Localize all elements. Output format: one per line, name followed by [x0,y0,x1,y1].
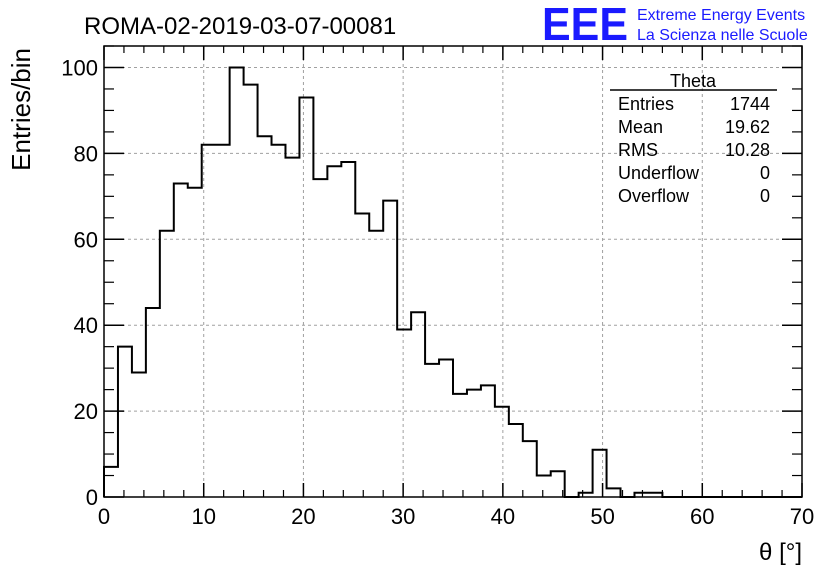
x-tick-label: 60 [690,504,714,529]
axis-ticks [103,45,803,498]
stats-row-label: Overflow [618,186,690,206]
run-label: ROMA-02-2019-03-07-00081 [84,13,396,40]
plot-frame [103,45,803,498]
stats-row-label: Entries [618,94,674,114]
stats-row-value: 19.62 [725,117,770,137]
y-tick-label: 60 [74,227,98,252]
y-tick-label: 100 [61,55,98,80]
stats-row-value: 0 [760,186,770,206]
x-tick-label: 70 [790,504,814,529]
y-tick-label: 20 [74,399,98,424]
y-tick-label: 0 [86,485,98,510]
stats-row-value: 1744 [730,94,770,114]
y-tick-label: 40 [74,313,98,338]
stats-row-value: 0 [760,163,770,183]
logo-line-2: La Scienza nelle Scuole [637,27,808,44]
histogram-step-line [103,66,802,498]
x-axis-label: θ [°] [759,539,802,566]
stats-row-label: Mean [618,117,663,137]
tick-labels: 0 10 20 30 40 50 60 70 0 20 40 60 80 100 [61,55,814,529]
eee-logo-mark: EEE [542,0,628,50]
logo-line-1: Extreme Energy Events [637,7,805,24]
stats-box-title: Theta [670,71,717,91]
x-tick-label: 30 [391,504,415,529]
stats-row-value: 10.28 [725,140,770,160]
x-tick-label: 10 [191,504,215,529]
stats-row-label: RMS [618,140,658,160]
x-tick-label: 20 [291,504,315,529]
stats-row-label: Underflow [618,163,700,183]
y-axis-label: Entries/bin [6,48,36,171]
stats-box: Theta Entries 1744 Mean 19.62 RMS 10.28 Underf… [610,71,777,206]
x-tick-label: 40 [491,504,515,529]
eee-logo: EEE Extreme Energy Events La Scienza nel… [542,0,808,50]
y-tick-label: 80 [74,141,98,166]
x-tick-label: 50 [590,504,614,529]
x-tick-label: 0 [98,504,110,529]
grid-lines [104,46,802,497]
